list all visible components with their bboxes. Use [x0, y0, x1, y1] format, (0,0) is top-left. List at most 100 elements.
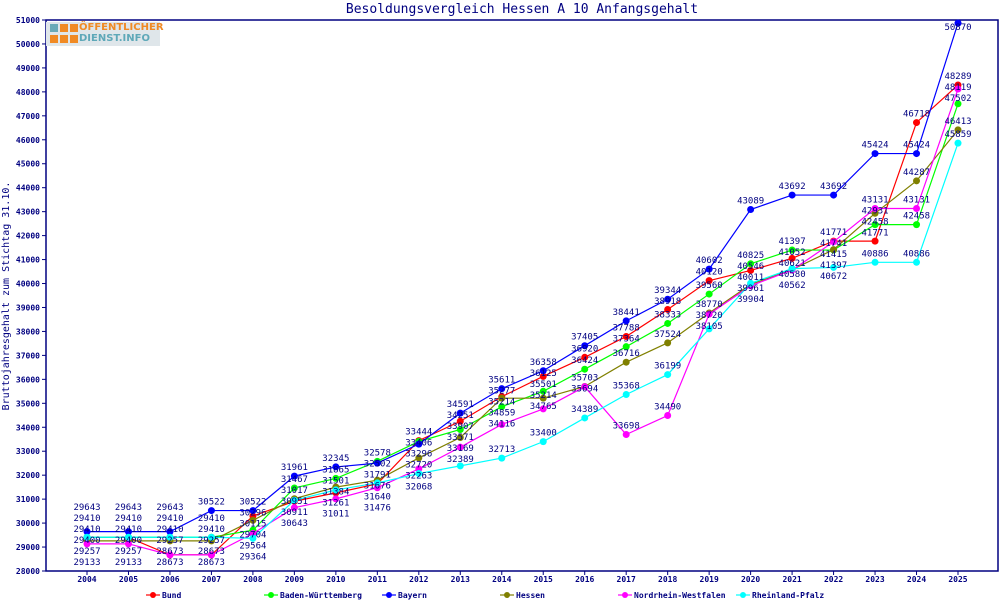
data-point	[498, 454, 506, 462]
data-point	[207, 533, 215, 541]
data-point	[498, 385, 506, 393]
data-point	[290, 496, 298, 504]
x-tick-label: 2009	[285, 575, 304, 584]
data-label: 33296	[405, 450, 432, 460]
data-label: 37405	[571, 333, 598, 343]
data-label: 41741	[820, 239, 847, 249]
chart-title: Besoldungsvergleich Hessen A 10 Anfangsg…	[346, 2, 698, 17]
y-tick-label: 48000	[16, 88, 40, 97]
data-label: 30115	[239, 520, 266, 530]
x-tick-label: 2011	[368, 575, 387, 584]
data-point	[207, 551, 215, 559]
data-label: 40011	[737, 273, 764, 283]
data-label: 29410	[115, 514, 142, 524]
axes: 28000 29000 30000 31000 32000 33000 34000 35000…	[16, 16, 999, 584]
x-tick-label: 2012	[409, 575, 428, 584]
data-point	[124, 533, 132, 541]
data-point	[622, 390, 630, 398]
data-point	[373, 484, 381, 492]
data-label: 33444	[405, 428, 432, 438]
data-label: 31865	[322, 465, 349, 475]
data-point	[788, 254, 796, 262]
legend-marker	[386, 592, 392, 598]
data-label: 37364	[613, 335, 640, 345]
data-label: 33406	[405, 439, 432, 449]
data-label: 32502	[364, 459, 391, 469]
data-label: 29410	[198, 525, 225, 535]
data-point	[83, 540, 91, 548]
legend-marker	[150, 592, 156, 598]
y-tick-label: 43000	[16, 208, 40, 217]
data-point	[166, 528, 174, 536]
data-point	[622, 317, 630, 325]
data-point	[913, 119, 921, 127]
logo-square	[70, 35, 78, 43]
data-point	[622, 358, 630, 366]
data-label: 29400	[73, 536, 100, 546]
data-label: 30951	[281, 497, 308, 507]
data-label: 30643	[281, 519, 308, 529]
x-tick-label: 2013	[451, 575, 470, 584]
y-tick-label: 34000	[16, 423, 40, 432]
data-label: 29643	[156, 503, 183, 513]
data-point	[913, 258, 921, 266]
data-point	[747, 260, 755, 268]
y-tick-label: 37000	[16, 351, 40, 360]
logo-square	[50, 24, 58, 32]
data-label: 30911	[281, 508, 308, 518]
y-tick-label: 51000	[16, 16, 40, 25]
series-line-1	[87, 103, 959, 538]
data-point	[664, 295, 672, 303]
data-label: 33698	[613, 421, 640, 431]
logo-square	[70, 24, 78, 32]
data-label: 29410	[198, 514, 225, 524]
data-point	[456, 409, 464, 417]
data-label: 36716	[613, 349, 640, 359]
data-point	[705, 277, 713, 285]
y-tick-label: 47000	[16, 112, 40, 121]
data-label: 32713	[488, 445, 515, 455]
data-point	[954, 19, 962, 27]
data-label: 36199	[654, 362, 681, 372]
data-point	[954, 126, 962, 134]
data-label: 41415	[820, 250, 847, 260]
data-point	[788, 246, 796, 254]
data-label: 31467	[281, 475, 308, 485]
data-point	[664, 371, 672, 379]
data-label: 39560	[696, 281, 723, 291]
data-label: 33571	[447, 433, 474, 443]
data-point	[83, 528, 91, 536]
y-tick-label: 42000	[16, 232, 40, 241]
data-label: 29410	[73, 525, 100, 535]
plot-frame	[45, 19, 999, 572]
data-label: 34859	[488, 409, 515, 419]
legend-marker	[268, 592, 274, 598]
data-label: 28673	[156, 547, 183, 557]
data-label: 32068	[405, 483, 432, 493]
data-point	[456, 462, 464, 470]
data-label: 43131	[862, 196, 889, 206]
data-point	[705, 310, 713, 318]
data-point	[498, 420, 506, 428]
legend-label: Rheinland-Pfalz	[752, 590, 824, 600]
data-label: 29410	[156, 514, 183, 524]
x-tick-label: 2004	[77, 575, 96, 584]
data-point	[705, 290, 713, 298]
data-label: 35368	[613, 381, 640, 391]
x-tick-label: 2007	[202, 575, 221, 584]
data-point	[954, 85, 962, 93]
data-point	[830, 246, 838, 254]
x-tick-label: 2016	[575, 575, 594, 584]
y-axis-label: Bruttojahresgehalt zum Stichtag 31.10.	[1, 182, 12, 411]
data-label: 35501	[530, 380, 557, 390]
y-tick-label: 44000	[16, 184, 40, 193]
data-label: 36125	[530, 369, 557, 379]
data-label: 45859	[944, 130, 971, 140]
x-tick-label: 2005	[119, 575, 138, 584]
x-tick-label: 2008	[243, 575, 262, 584]
data-point	[290, 484, 298, 492]
data-point	[539, 438, 547, 446]
data-point	[290, 504, 298, 512]
y-tick-label: 41000	[16, 256, 40, 265]
data-point	[332, 495, 340, 503]
